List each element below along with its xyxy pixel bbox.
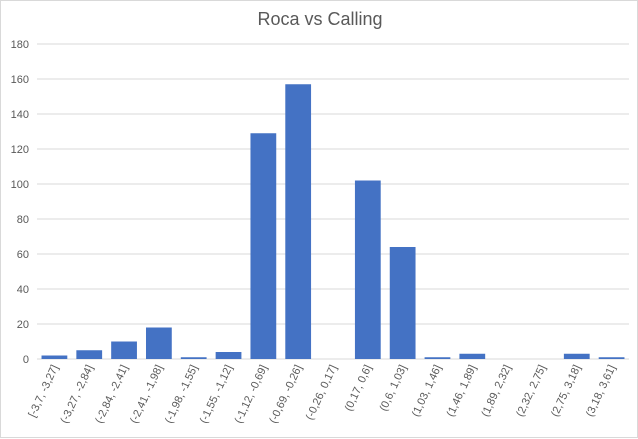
- y-tick-label: 140: [11, 109, 29, 121]
- x-tick-label: (1,89, 2,32]: [479, 363, 513, 419]
- x-tick-label: (0,6, 1,03]: [378, 363, 410, 413]
- x-tick-label: (0,17, 0,6]: [343, 363, 375, 413]
- bar: [76, 350, 103, 359]
- x-tick-label: (1,46, 1,89]: [445, 363, 479, 419]
- x-tick-label: (-1,12, -0,69]: [233, 363, 270, 425]
- bar: [598, 357, 625, 359]
- bar: [41, 355, 68, 359]
- x-tick-label: (-2,41, -1,98]: [128, 363, 165, 425]
- bar: [563, 353, 590, 359]
- x-tick-label: (1,03, 1,46]: [410, 363, 444, 419]
- bar: [180, 357, 207, 359]
- x-tick-label: (2,32, 2,75]: [514, 363, 548, 419]
- bar: [389, 247, 416, 359]
- x-tick-label: (-1,55, -1,12]: [198, 363, 235, 425]
- bar: [250, 133, 277, 359]
- y-tick-label: 40: [17, 284, 29, 296]
- y-axis-ticks: 0 20 40 60 80 100 120 140 160 180: [11, 39, 29, 366]
- bar: [459, 353, 486, 359]
- y-tick-label: 120: [11, 144, 29, 156]
- bar: [354, 180, 381, 359]
- x-tick-label: (-1,98, -1,55]: [163, 363, 200, 425]
- x-tick-label: (-3,27, -2,84]: [58, 363, 95, 425]
- y-tick-label: 60: [17, 249, 29, 261]
- gridlines: [37, 43, 629, 360]
- x-tick-label: (-0,69, -0,26]: [267, 363, 304, 425]
- bar: [111, 341, 137, 359]
- bars: [41, 84, 625, 359]
- x-tick-label: (-2,84, -2,41]: [93, 363, 130, 425]
- x-tick-label: [-3,7, -3,27]: [26, 363, 61, 419]
- bar: [424, 357, 451, 359]
- x-tick-label: (3,18, 3,61]: [584, 363, 618, 419]
- x-tick-label: (-0,26, 0,17]: [304, 363, 340, 422]
- y-tick-label: 160: [11, 74, 29, 86]
- bar: [145, 327, 172, 359]
- y-tick-label: 180: [11, 39, 29, 51]
- bar: [215, 352, 242, 359]
- y-tick-label: 0: [23, 354, 29, 366]
- x-tick-label: (2,75, 3,18]: [549, 363, 583, 419]
- chart-title: Roca vs Calling: [257, 9, 383, 29]
- bar: [285, 84, 312, 359]
- x-axis-ticks: [-3,7, -3,27](-3,27, -2,84](-2,84, -2,41…: [26, 363, 618, 425]
- y-tick-label: 80: [17, 214, 29, 226]
- y-tick-label: 100: [11, 179, 29, 191]
- y-tick-label: 20: [17, 319, 29, 331]
